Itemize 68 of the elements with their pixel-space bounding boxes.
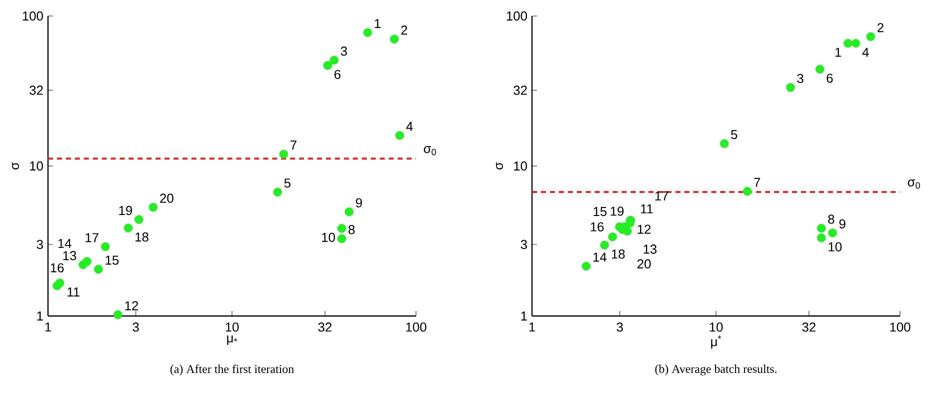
y-axis-title: σ (12, 162, 20, 170)
annotation: 6 (826, 74, 833, 83)
annotation: 8 (348, 225, 355, 234)
x-tick-label: 100 (406, 322, 426, 332)
text: (a) After the first iteration (170, 364, 294, 376)
x-tick-label: 3 (132, 322, 139, 332)
annotation: 5 (284, 178, 290, 188)
annotation: 15 (594, 207, 607, 216)
annotation: 14 (593, 252, 606, 262)
annotation: 3 (340, 46, 347, 56)
x-tick-label: 10 (710, 322, 723, 332)
annotation: 13 (644, 244, 657, 254)
x-tick-label: 10 (226, 322, 239, 332)
annotation: 9 (356, 198, 362, 208)
x-axis-title: μ$^{*}$ (711, 336, 722, 349)
annotation: 4 (862, 48, 869, 57)
y-tick-label: 3 (520, 240, 527, 250)
annotation: 17 (86, 233, 98, 242)
y-tick-label: 32 (514, 86, 527, 95)
annotation: 6 (334, 70, 340, 80)
y-tick-label: 100 (22, 11, 43, 21)
annotation: 18 (612, 250, 625, 259)
x-tick-label: 100 (890, 322, 910, 332)
annotation: 16 (590, 222, 604, 232)
annotation: 5 (731, 130, 738, 140)
annotation: 2 (401, 26, 408, 35)
annotation: 11 (68, 288, 80, 296)
annotation: 9 (839, 219, 846, 229)
annotation: 14 (58, 239, 72, 248)
ref-line-label: σ$_{0}$ (424, 146, 436, 156)
annotation: 10 (828, 242, 842, 252)
annotation: 15 (106, 256, 119, 265)
x-tick-label: 32 (318, 322, 332, 332)
x-tick-label: 1 (529, 322, 535, 332)
ref-line-label: σ$_{0}$ (908, 180, 920, 189)
annotation: 16 (50, 263, 64, 272)
annotation: 18 (136, 232, 148, 242)
annotation: 12 (125, 301, 138, 310)
annotation: 19 (610, 206, 624, 216)
annotation: 20 (638, 259, 651, 268)
y-tick-label: 3 (36, 240, 43, 250)
annotation: 17 (655, 192, 668, 200)
annotation: 7 (754, 178, 760, 187)
annotation: 4 (406, 122, 413, 131)
annotation: 7 (290, 140, 296, 150)
x-tick-label: 32 (802, 322, 816, 332)
y-tick-label: 10 (30, 161, 43, 171)
annotation: 10 (322, 232, 335, 242)
annotation: 8 (828, 214, 834, 224)
y-tick-label: 100 (506, 11, 527, 21)
annotation: 1 (374, 19, 380, 28)
y-tick-label: 1 (521, 312, 527, 320)
annotation: 11 (640, 204, 653, 214)
x-tick-label: 1 (45, 322, 51, 332)
y-tick-label: 1 (37, 312, 43, 320)
x-axis-title: μ$_{*}$ (227, 336, 238, 345)
annotation: 19 (119, 206, 132, 216)
annotation: 12 (638, 224, 651, 234)
y-tick-label: 32 (30, 86, 43, 95)
x-tick-label: 3 (616, 322, 623, 332)
annotation: 3 (797, 74, 804, 84)
annotation: 20 (160, 194, 174, 203)
text: (b) Average batch results. (655, 364, 777, 376)
y-axis-title: σ (496, 162, 504, 170)
annotation: 13 (63, 251, 76, 260)
annotation: 2 (878, 23, 884, 32)
annotation: 1 (835, 48, 842, 57)
y-tick-label: 10 (514, 161, 527, 171)
